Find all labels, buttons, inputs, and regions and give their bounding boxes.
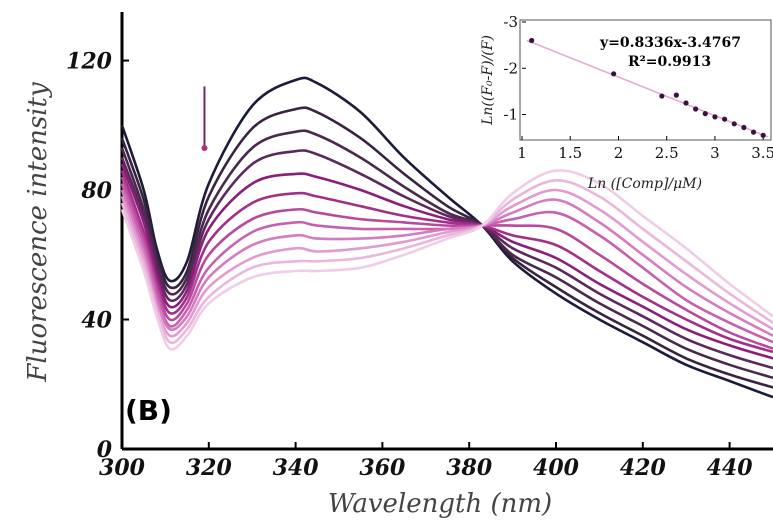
panel-label: (B) (125, 394, 172, 427)
x-axis-title: Wavelength (nm) (328, 489, 552, 519)
inset-x-tick-label: 1 (517, 144, 527, 162)
x-tick-label: 440 (707, 455, 754, 481)
inset-points (529, 37, 766, 138)
inset-point (611, 71, 617, 77)
inset-r-squared: R²=0.9913 (628, 54, 711, 70)
y-tick-label: 40 (81, 308, 112, 334)
arrow-head (201, 144, 208, 151)
inset-point (721, 116, 728, 122)
inset-point (673, 92, 679, 98)
x-tick-label: 400 (533, 455, 580, 481)
inset-point (702, 111, 708, 117)
inset-point (693, 106, 699, 112)
inset-y-tick-label: -3 (503, 13, 518, 31)
inset-point (683, 100, 689, 106)
inset-x-tick-label: 3.5 (751, 144, 773, 162)
inset-point (750, 129, 757, 135)
inset-ticks: 1 1.5 2 2.5 3 3.5 -3 -2 -1 (503, 13, 773, 162)
inset-point (731, 121, 737, 127)
series-line-4 (120, 149, 773, 370)
y-tick-label: 80 (80, 178, 112, 204)
inset-point (760, 132, 766, 138)
x-tick-label: 420 (620, 455, 667, 481)
inset-x-title: Ln ([Comp]/μM) (587, 176, 702, 192)
series-line-7 (120, 176, 773, 350)
x-tick-label: 320 (186, 455, 233, 481)
arrow-marker (201, 86, 208, 151)
series-line-3 (120, 129, 773, 380)
series-line-2 (120, 106, 773, 389)
x-tick-label: 380 (446, 455, 493, 481)
inset-fit-segment (526, 39, 769, 138)
series-line-6 (120, 170, 773, 354)
main-plot: 300 320 340 360 380 400 420 440 0 40 80 120 (B) Wav… (23, 12, 773, 519)
inset-fit-line (526, 39, 769, 138)
series-line-12 (120, 169, 773, 351)
series-line-11 (120, 178, 773, 345)
y-tick-label: 120 (66, 49, 113, 75)
inset-point (529, 37, 535, 44)
inset-x-tick-label: 2 (614, 144, 624, 162)
x-tick-label: 360 (359, 455, 406, 481)
inset-x-tick-label: 3 (710, 144, 720, 162)
series-line-1 (120, 76, 773, 399)
inset-x-tick-label: 1.5 (558, 144, 582, 162)
inset-y-tick-label: -1 (503, 106, 518, 124)
inset-background (519, 19, 772, 141)
inset-point (659, 93, 665, 99)
y-axis-title: Fluorescence intensity (23, 82, 53, 383)
series-line-9 (120, 189, 773, 337)
y-tick-label: 0 (97, 437, 113, 463)
inset-y-title: Ln((F₀-F)/(F) (480, 35, 496, 126)
series-line-5 (120, 163, 773, 360)
main-ticks: 300 320 340 360 380 400 420 440 0 40 80 120 (66, 49, 753, 481)
inset-point (712, 114, 718, 120)
inset-equation: y=0.8336x-3.4767 (599, 35, 741, 51)
main-curves (120, 76, 773, 399)
series-line-8 (120, 183, 773, 344)
inset-y-tick-label: -2 (503, 59, 518, 77)
series-line-10 (120, 188, 773, 338)
x-tick-label: 300 (99, 455, 146, 481)
inset-x-tick-label: 2.5 (655, 144, 679, 162)
inset-point (741, 124, 747, 131)
x-tick-label: 340 (273, 455, 320, 481)
inset-plot: 1 1.5 2 2.5 3 3.5 -3 -2 -1 y=0.8336x-3.4767 R²=0… (480, 13, 773, 192)
